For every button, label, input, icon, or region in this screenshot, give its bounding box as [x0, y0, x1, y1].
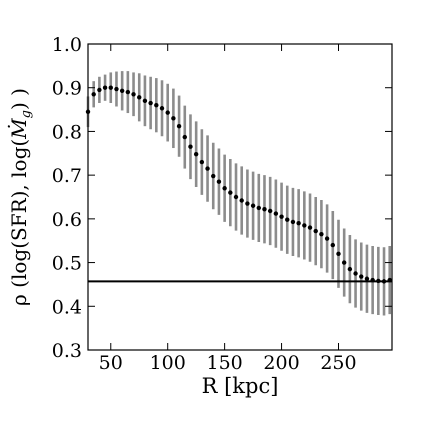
data-point [131, 92, 136, 97]
data-point [239, 198, 244, 203]
data-point [256, 205, 261, 211]
data-point [262, 207, 267, 212]
data-point [336, 251, 341, 257]
data-point [285, 217, 290, 222]
data-point [148, 100, 153, 106]
y-tick-label: 0.5 [52, 253, 82, 275]
data-point [307, 225, 313, 230]
data-point [188, 144, 193, 149]
data-point [324, 236, 330, 241]
data-point [330, 242, 335, 248]
data-point [211, 173, 216, 179]
data-point [97, 87, 102, 93]
y-axis-label-prefix: ρ (log(SFR), log( [7, 139, 31, 306]
data-point [273, 211, 279, 216]
data-point [182, 134, 187, 140]
data-point [222, 186, 227, 191]
data-point [119, 88, 125, 93]
data-point [154, 103, 159, 108]
data-point [199, 159, 205, 165]
data-point [313, 228, 318, 234]
data-point [341, 260, 347, 265]
data-point [114, 86, 119, 92]
x-axis-label: R [kpc] [202, 374, 279, 398]
data-point [159, 106, 165, 111]
y-tick-label: 1.0 [52, 34, 82, 56]
x-tick-label: 200 [263, 352, 299, 374]
data-point [216, 179, 222, 184]
data-point [176, 123, 182, 129]
data-point [108, 85, 113, 90]
data-point [364, 276, 370, 281]
data-point [319, 231, 324, 237]
data-point [267, 208, 273, 214]
y-axis-label-mdot: Ṁ [7, 118, 31, 140]
plot-frame [87, 43, 393, 351]
y-tick-label: 0.7 [52, 165, 82, 187]
data-point [290, 219, 296, 225]
data-point [137, 95, 142, 100]
data-point [193, 151, 199, 157]
y-ticks: 0.3 0.4 0.5 0.6 0.7 0.8 0.9 1.0 [52, 34, 392, 362]
y-axis-label-suffix: ) ) [7, 88, 31, 110]
data-point [359, 274, 364, 279]
x-tick-label: 50 [99, 352, 123, 374]
y-tick-label: 0.9 [52, 78, 82, 100]
x-tick-label: 100 [150, 352, 186, 374]
data-point [279, 214, 284, 219]
y-tick-label: 0.6 [52, 209, 82, 231]
data-point [250, 203, 256, 208]
data-point [142, 98, 148, 104]
y-tick-label: 0.8 [52, 121, 82, 143]
data-point [245, 201, 250, 206]
y-tick-label: 0.3 [52, 340, 82, 362]
data-point [205, 166, 210, 171]
y-tick-label: 0.4 [52, 296, 82, 318]
errorbars [86, 71, 392, 316]
x-tick-label: 150 [206, 352, 242, 374]
data-point [102, 85, 108, 90]
data-point [347, 266, 353, 272]
data-points [85, 85, 392, 284]
data-point [125, 89, 131, 95]
y-axis-label: ρ (log(SFR), log(Ṁg) ) [7, 88, 34, 306]
data-point [91, 92, 96, 97]
data-point [171, 116, 176, 121]
data-point [353, 271, 358, 276]
data-point [233, 194, 239, 200]
x-ticks: 50 100 150 200 250 [99, 44, 357, 374]
data-point [165, 110, 170, 115]
x-tick-label: 250 [320, 352, 356, 374]
data-point [302, 223, 307, 228]
data-point [296, 221, 301, 226]
y-axis-label-sub: g [19, 110, 34, 118]
data-point [228, 190, 233, 195]
